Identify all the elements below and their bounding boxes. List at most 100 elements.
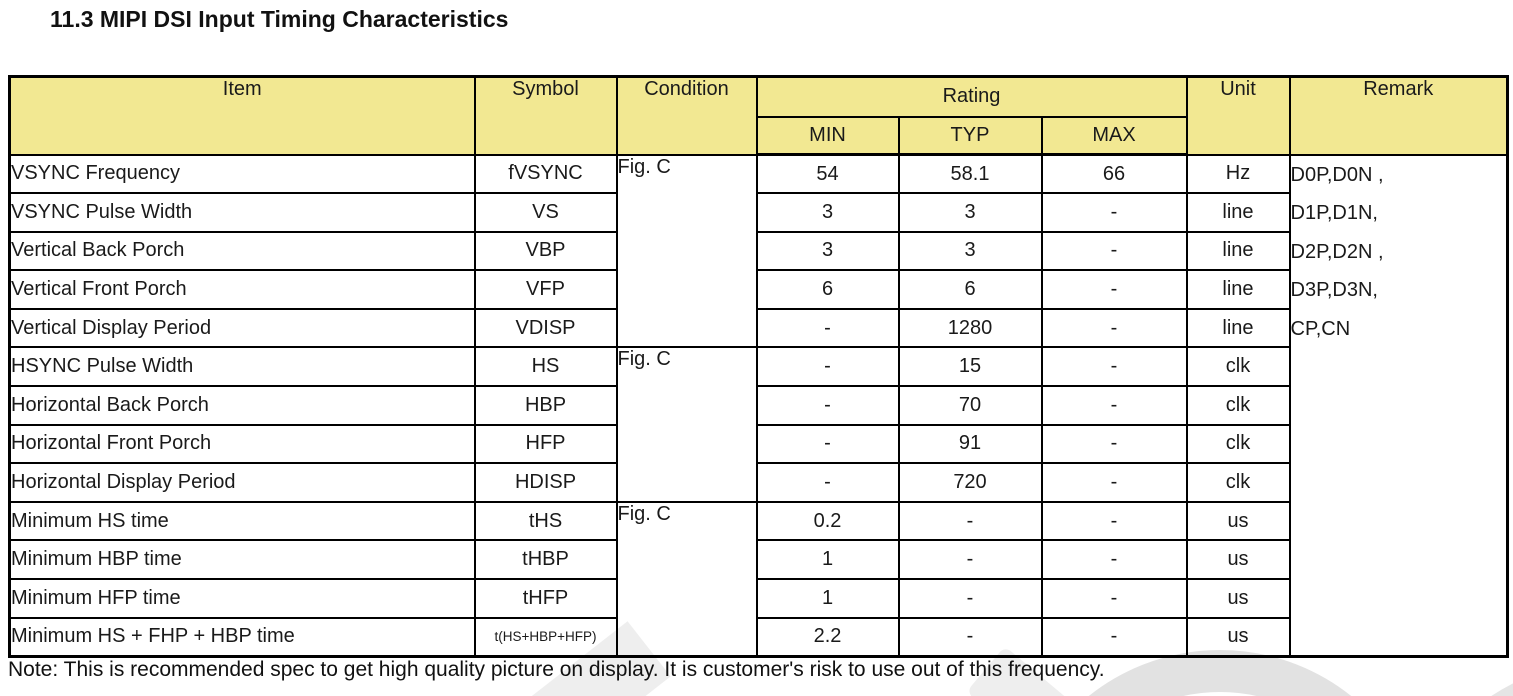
condition-cell: Fig. C — [615, 346, 758, 503]
typ-cell: 3 — [897, 230, 1043, 272]
min-cell: 6 — [755, 269, 900, 310]
header-row-2: MIN TYP MAX — [10, 115, 1508, 156]
typ-cell: 91 — [897, 423, 1043, 465]
typ-cell: 58.1 — [897, 153, 1043, 195]
item-cell: Minimum HBP time — [8, 539, 476, 581]
col-header-condition: Condition — [615, 75, 758, 156]
remark-line: D1P,D1N, — [1290, 202, 1378, 225]
min-cell: - — [755, 385, 900, 426]
condition-cell: Fig. C — [615, 153, 758, 349]
typ-cell: 720 — [897, 462, 1043, 503]
symbol-cell: tHBP — [473, 539, 618, 581]
table-row: VSYNC Pulse Width VS 3 3 - line — [8, 192, 1508, 233]
table-row: HSYNC Pulse Width HS Fig. C - 15 - clk — [8, 346, 1508, 503]
min-cell: 2.2 — [755, 616, 900, 658]
unit-cell: clk — [1185, 423, 1291, 465]
unit-cell: line — [1185, 192, 1291, 233]
col-header-symbol: Symbol — [473, 75, 618, 156]
unit-cell: line — [1185, 307, 1291, 349]
remark-cell: D0P,D0N , D1P,D1N, D2P,D2N , D3P,D3N, CP… — [1288, 153, 1509, 658]
unit-cell: us — [1185, 616, 1291, 658]
unit-cell: us — [1185, 578, 1291, 619]
col-header-typ: TYP — [897, 115, 1043, 156]
min-cell: 3 — [755, 192, 900, 233]
symbol-cell: VS — [473, 192, 618, 233]
remark-line: D3P,D3N, — [1290, 279, 1378, 302]
item-cell: Vertical Front Porch — [8, 269, 476, 310]
table-row: Horizontal Display Period HDISP - 720 - … — [8, 462, 1508, 503]
table-row: Minimum HFP time tHFP 1 - - us — [8, 578, 1508, 619]
typ-cell: 1280 — [897, 307, 1043, 349]
max-cell: - — [1040, 462, 1188, 503]
symbol-cell: tHFP — [473, 578, 618, 619]
unit-cell: clk — [1185, 346, 1291, 388]
max-cell: - — [1040, 500, 1188, 542]
item-cell: Horizontal Back Porch — [8, 385, 476, 426]
col-header-item: Item — [8, 75, 476, 156]
max-cell: - — [1040, 578, 1188, 619]
max-cell: - — [1040, 539, 1188, 581]
typ-cell: - — [897, 500, 1043, 542]
header-row-1: Item Symbol Condition Rating Unit Remark — [8, 75, 1509, 156]
remark-line: D0P,D0N , — [1290, 163, 1384, 186]
min-cell: 0.2 — [755, 500, 900, 542]
max-cell: - — [1040, 385, 1188, 426]
table-row: Minimum HBP time tHBP 1 - - us — [8, 539, 1508, 581]
max-cell: - — [1040, 269, 1188, 310]
unit-cell: clk — [1185, 462, 1291, 503]
symbol-cell: HDISP — [473, 462, 618, 503]
remark-line: CP,CN — [1290, 317, 1351, 340]
symbol-cell: tHS — [473, 500, 618, 542]
min-cell: - — [755, 346, 900, 388]
min-cell: 1 — [755, 539, 900, 581]
table-row: Vertical Back Porch VBP 3 3 - line — [8, 230, 1508, 272]
table-row: Vertical Front Porch VFP 6 6 - line — [8, 269, 1508, 310]
typ-cell: 15 — [897, 346, 1043, 388]
symbol-cell: fVSYNC — [473, 153, 618, 195]
max-cell: - — [1040, 616, 1188, 658]
footnote: Note: This is recommended spec to get hi… — [8, 658, 1105, 681]
symbol-cell: t(HS+HBP+HFP) — [473, 616, 618, 658]
symbol-cell: VFP — [473, 269, 618, 310]
typ-cell: - — [897, 616, 1043, 658]
col-header-min: MIN — [755, 115, 900, 156]
table-row: Minimum HS time tHS Fig. C 0.2 - - us — [8, 500, 1508, 658]
max-cell: - — [1040, 307, 1188, 349]
item-cell: Horizontal Display Period — [8, 462, 476, 503]
timing-characteristics-table: Item Symbol Condition Rating Unit Remark… — [8, 75, 1509, 658]
unit-cell: Hz — [1185, 153, 1291, 195]
typ-cell: 6 — [897, 269, 1043, 310]
item-cell: VSYNC Pulse Width — [8, 192, 476, 233]
typ-cell: - — [897, 539, 1043, 581]
condition-cell: Fig. C — [615, 500, 758, 658]
item-cell: Minimum HS + FHP + HBP time — [8, 616, 476, 658]
min-cell: 1 — [755, 578, 900, 619]
section-title: 11.3 MIPI DSI Input Timing Characteristi… — [50, 6, 509, 32]
item-cell: Vertical Back Porch — [8, 230, 476, 272]
symbol-cell: HS — [473, 346, 618, 388]
col-header-remark: Remark — [1288, 75, 1509, 156]
col-header-rating: Rating — [755, 75, 1188, 118]
min-cell: 3 — [755, 230, 900, 272]
table-row: Minimum HS + FHP + HBP time t(HS+HBP+HFP… — [8, 616, 1508, 658]
max-cell: - — [1040, 230, 1188, 272]
unit-cell: line — [1185, 230, 1291, 272]
max-cell: - — [1040, 346, 1188, 388]
table-row: VSYNC Frequency fVSYNC Fig. C 54 58.1 66… — [8, 153, 1509, 658]
min-cell: - — [755, 423, 900, 465]
item-cell: Minimum HFP time — [8, 578, 476, 619]
watermark-ring — [1388, 658, 1513, 696]
item-cell: Minimum HS time — [8, 500, 476, 542]
symbol-cell: HFP — [473, 423, 618, 465]
typ-cell: 70 — [897, 385, 1043, 426]
symbol-cell: VBP — [473, 230, 618, 272]
symbol-cell: VDISP — [473, 307, 618, 349]
table-row: Horizontal Back Porch HBP - 70 - clk — [8, 385, 1508, 426]
item-cell: HSYNC Pulse Width — [8, 346, 476, 388]
unit-cell: us — [1185, 539, 1291, 581]
min-cell: 54 — [755, 153, 900, 195]
remark-line: D2P,D2N , — [1290, 240, 1384, 263]
typ-cell: 3 — [897, 192, 1043, 233]
table-row: Vertical Display Period VDISP - 1280 - l… — [8, 307, 1508, 349]
